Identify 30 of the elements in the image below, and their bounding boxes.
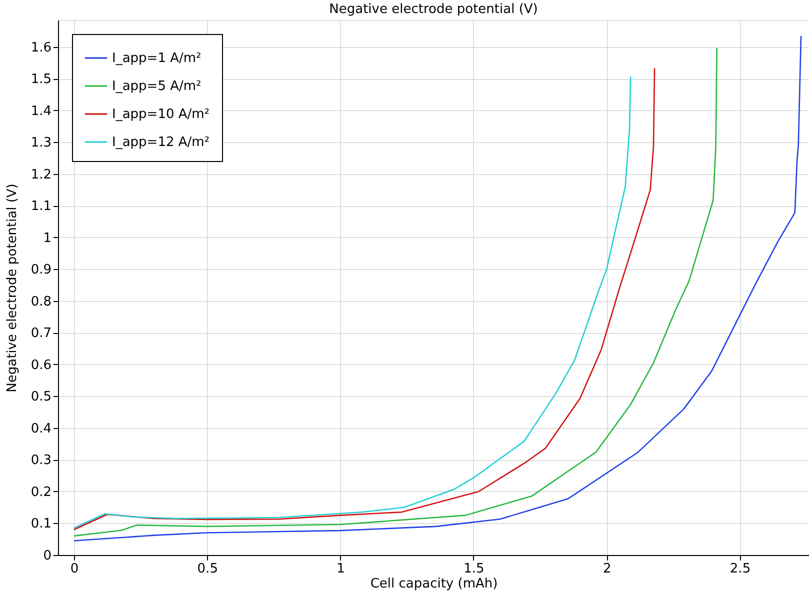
x-tick-label: 0.5: [197, 562, 218, 576]
x-tick-label: 2.5: [730, 562, 751, 576]
y-tick-label: 1.1: [30, 199, 52, 214]
legend-label: I_app=12 A/m²: [112, 135, 210, 150]
legend-label: I_app=10 A/m²: [112, 107, 210, 122]
x-tick-label: 1: [336, 562, 345, 576]
y-tick-label: 1.4: [30, 104, 52, 119]
x-axis-title: Cell capacity (mAh): [370, 576, 498, 592]
y-axis-title: Negative electrode potential (V): [4, 184, 20, 392]
y-tick-label: 1: [43, 230, 52, 246]
y-tick-label: 0.7: [30, 326, 52, 342]
y-tick-label: 0.3: [30, 453, 52, 468]
y-tick-label: 0.6: [30, 358, 52, 373]
chart-title: Negative electrode potential (V): [329, 2, 538, 17]
x-tick-label: 1.5: [464, 562, 484, 576]
y-tick-label: 0.5: [30, 390, 52, 405]
y-tick-label: 0: [43, 548, 52, 564]
y-tick-label: 0.1: [30, 516, 52, 532]
y-tick-label: 0.9: [30, 262, 52, 278]
y-tick-label: 1.6: [30, 40, 52, 56]
y-tick-label: 0.4: [30, 421, 52, 436]
x-tick-label: 0: [70, 562, 79, 576]
y-tick-label: 0.8: [30, 294, 52, 310]
legend-label: I_app=1 A/m²: [112, 51, 202, 66]
y-tick-label: 1.2: [30, 167, 52, 182]
y-tick-label: 0.2: [30, 485, 52, 500]
y-tick-label: 1.5: [30, 72, 52, 88]
x-tick-label: 2: [602, 562, 612, 576]
legend-label: I_app=5 A/m²: [112, 79, 202, 94]
y-tick-label: 1.3: [30, 136, 52, 151]
